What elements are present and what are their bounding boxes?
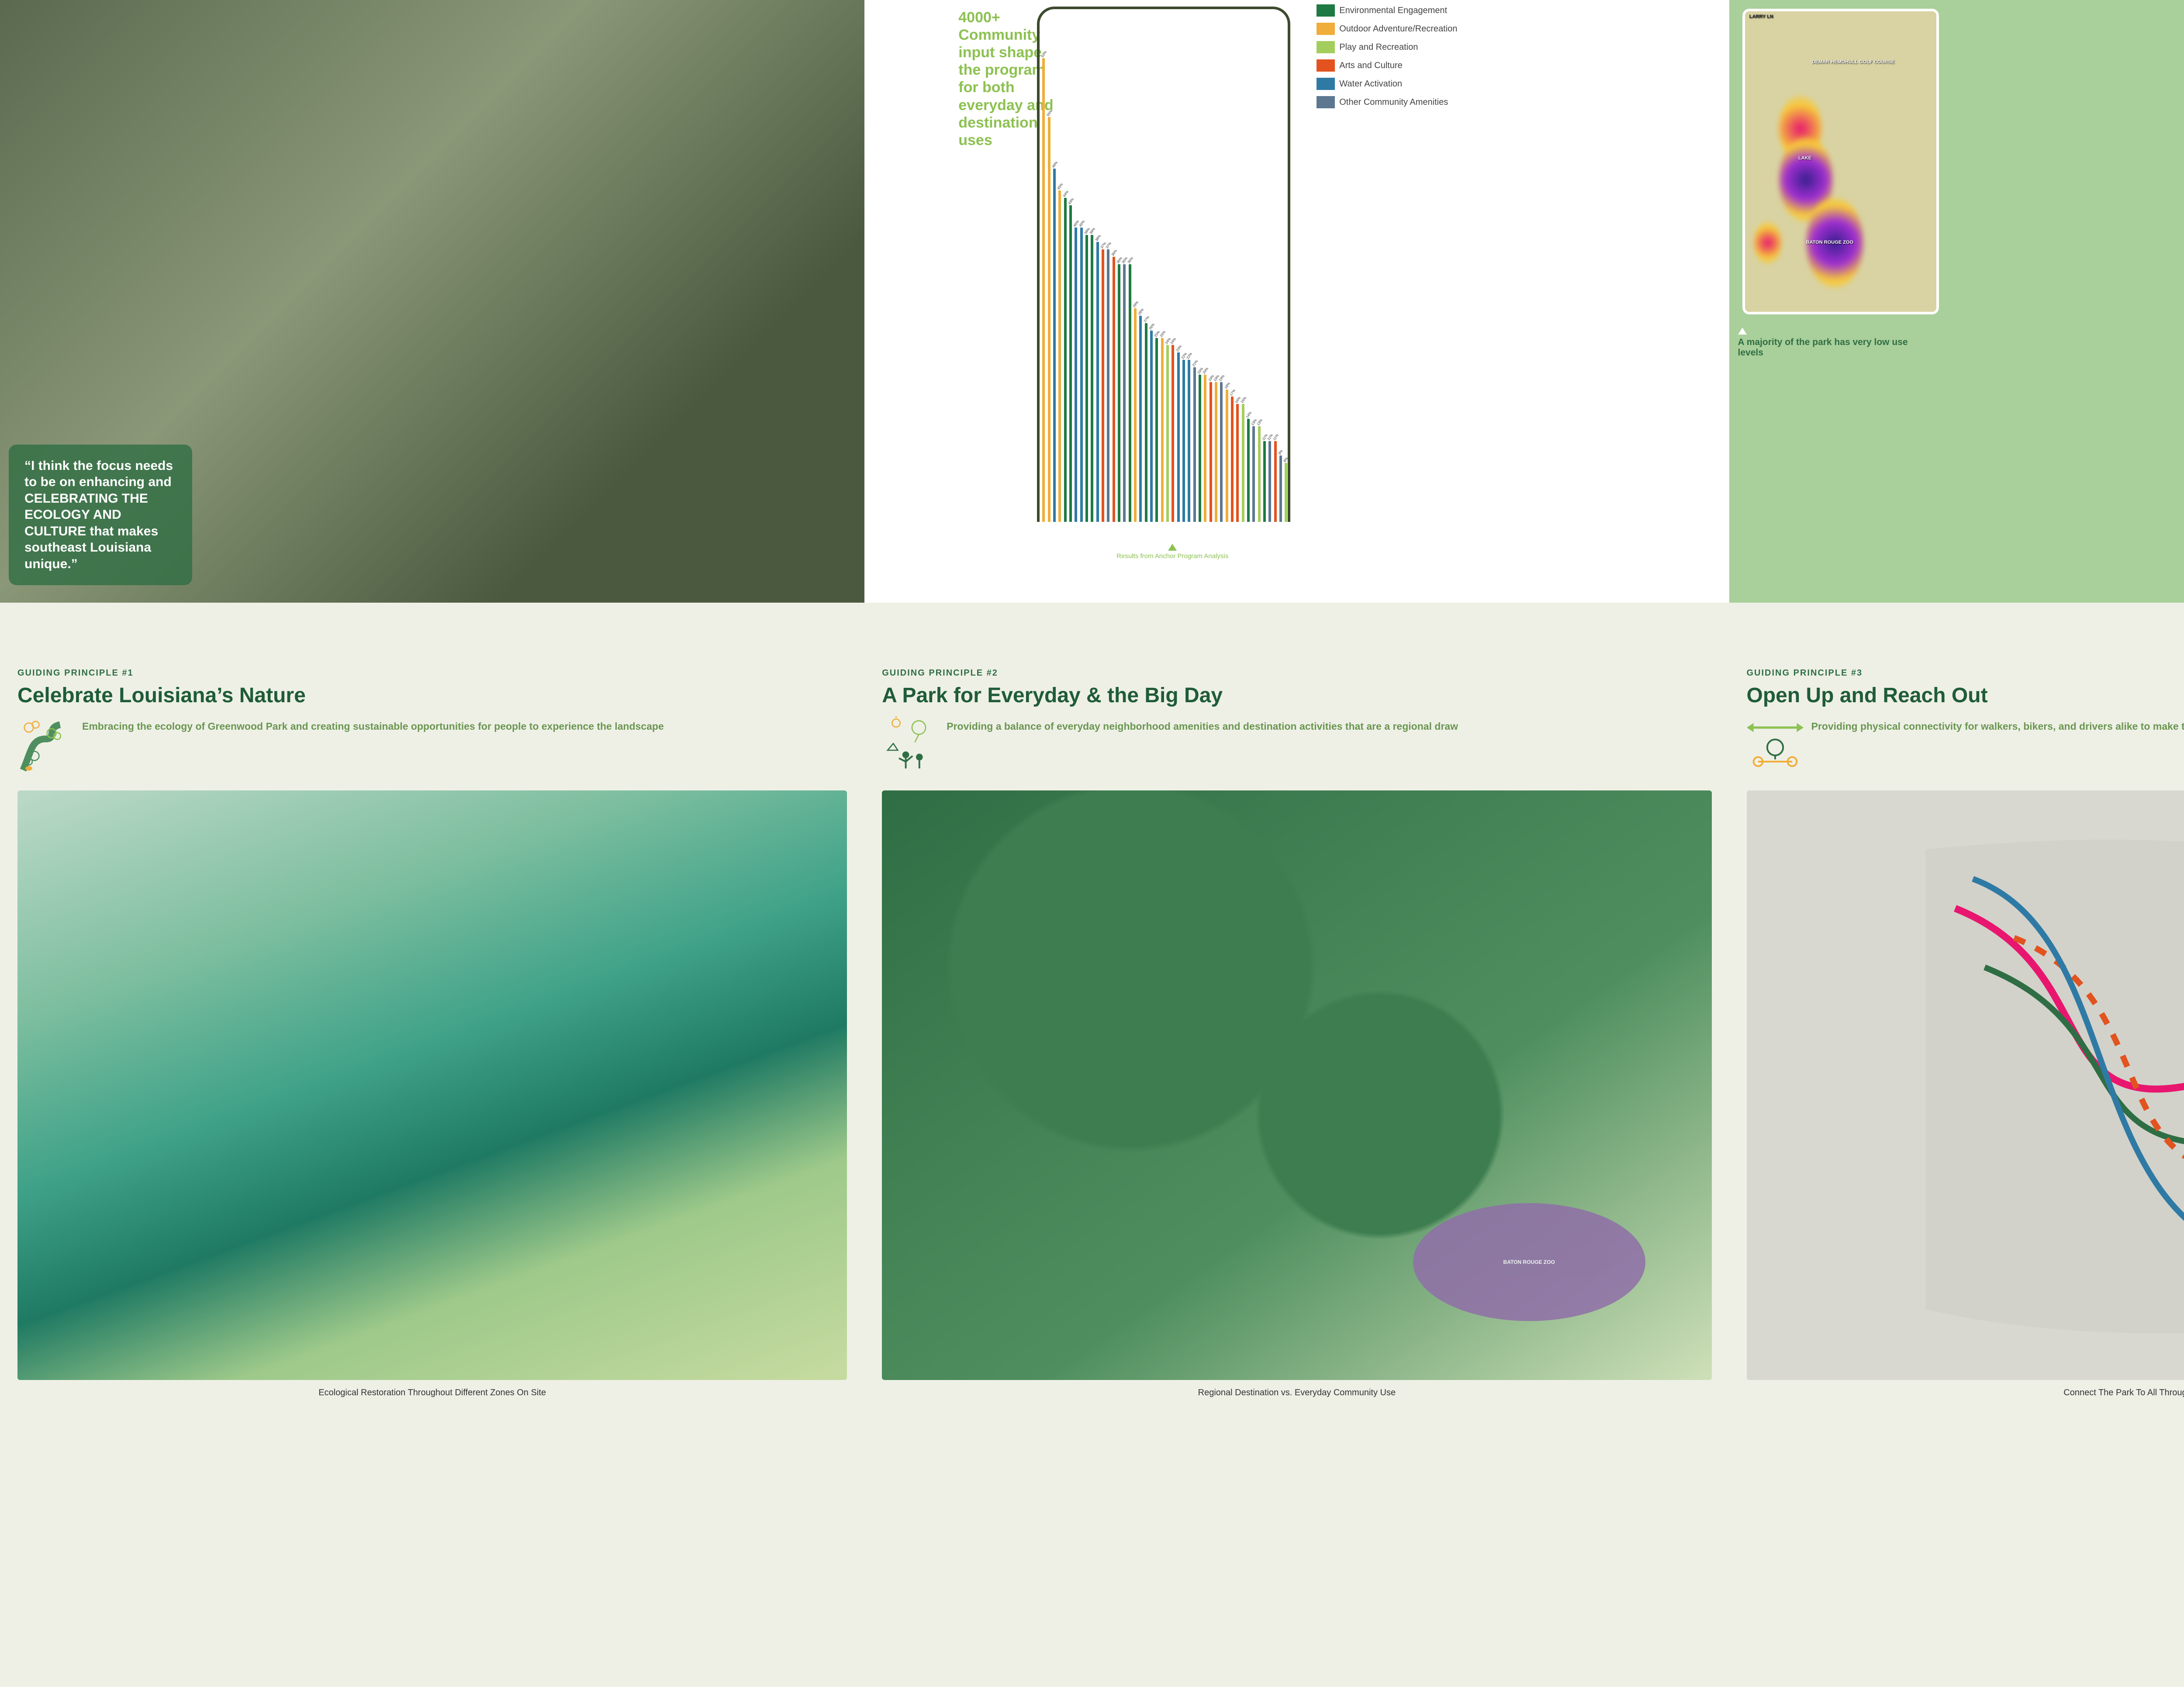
triangle-icon <box>1168 544 1177 551</box>
legend-item-1: Outdoor Adventure/Recreation <box>1317 23 1474 35</box>
guiding-principle-card-1: GUIDING PRINCIPLE #1 Celebrate Louisiana… <box>0 668 864 1687</box>
chart-bar-5: 43% <box>1068 7 1073 522</box>
chart-bar-34: 18% <box>1224 7 1229 522</box>
guiding-principle-card-2: GUIDING PRINCIPLE #2 A Park for Everyday… <box>864 668 1729 1687</box>
chart-bar-1: 55% <box>1047 7 1051 522</box>
legend-item-2: Play and Recreation <box>1317 41 1474 53</box>
map3-visual <box>1747 790 2184 1380</box>
chart-bar-9: 39% <box>1090 7 1094 522</box>
chart-bar-44: 9% <box>1279 7 1283 522</box>
legend-item-5: Other Community Amenities <box>1317 96 1474 108</box>
chart-bar-16: 35% <box>1128 7 1132 522</box>
icon-open-up-reach-out <box>1747 716 1804 773</box>
guiding-principles-section: GUIDING PRINCIPLE #1 Celebrate Louisiana… <box>0 603 2184 1687</box>
chart-bar-6: 40% <box>1074 7 1078 522</box>
chart-bar-33: 19% <box>1219 7 1223 522</box>
chart-bar-30: 20% <box>1203 7 1207 522</box>
chart-bar-40: 13% <box>1257 7 1261 522</box>
chart-bar-21: 25% <box>1154 7 1159 522</box>
chart-bar-7: 40% <box>1079 7 1084 522</box>
heatmap-basemap: LARRY LN DEMAR HEMOHULL GOLF COURSE LAKE… <box>1745 11 1936 312</box>
chart-bar-43: 11% <box>1273 7 1277 522</box>
chart-bar-27: 22% <box>1187 7 1191 522</box>
map2-visual: BATON ROUGE ZOO <box>882 790 1711 1380</box>
map-regional-destination[interactable]: BATON ROUGE ZOO <box>882 790 1711 1380</box>
map-ecological-zones[interactable] <box>17 790 847 1380</box>
chart-bar-25: 23% <box>1176 7 1180 522</box>
panel-heatmap-use-levels: LARRY LN DEMAR HEMOHULL GOLF COURSE LAKE… <box>1729 0 2184 603</box>
chart-bar-3: 45% <box>1057 7 1062 522</box>
chart-bar-24: 24% <box>1171 7 1175 522</box>
chart-bar-12: 37% <box>1106 7 1110 522</box>
panel-chart-community-input: 4000+ Community input shape the program … <box>864 0 1729 603</box>
chart-bar-14: 35% <box>1117 7 1121 522</box>
chart-bar-18: 28% <box>1138 7 1143 522</box>
chart-bars-container: 63% 55% 48% 45% 44% 43% 40% 40% 39% 39% 38% 37% 37% 3… <box>1041 7 1288 522</box>
chart-bar-11: 37% <box>1101 7 1105 522</box>
chart-bar-28: 21% <box>1192 7 1196 522</box>
chart-bar-35: 17% <box>1230 7 1234 522</box>
legend-item-3: Arts and Culture <box>1317 59 1474 72</box>
map-connect-park-speeds[interactable] <box>1747 790 2184 1380</box>
chart-bar-38: 14% <box>1246 7 1251 522</box>
chart-bar-23: 24% <box>1165 7 1170 522</box>
heat-hotspot-small1 <box>1754 222 1781 264</box>
chart-bar-29: 20% <box>1198 7 1202 522</box>
chart-bar-41: 11% <box>1262 7 1267 522</box>
chart-bar-8: 39% <box>1085 7 1089 522</box>
bar-chart: 63% 55% 48% 45% 44% 43% 40% 40% 39% 39% 38% 37% 37% 3… <box>1037 7 1308 552</box>
chart-caption: Results from Anchor Program Analysis <box>1037 544 1308 560</box>
low-use-callout: A majority of the park has very low use … <box>1738 328 1921 358</box>
legend-item-0: Environmental Engagement <box>1317 4 1474 17</box>
quote-box-panel1: “I think the focus needs to be on enhanc… <box>9 445 192 586</box>
chart-bar-4: 44% <box>1063 7 1068 522</box>
icon-everyday-and-big-day <box>882 716 939 773</box>
chart-bar-2: 48% <box>1052 7 1057 522</box>
chart-bar-45: 8% <box>1284 7 1288 522</box>
park-use-heatmap: LARRY LN DEMAR HEMOHULL GOLF COURSE LAKE… <box>1742 9 1939 314</box>
chart-bar-15: 35% <box>1122 7 1127 522</box>
chart-bar-17: 29% <box>1133 7 1137 522</box>
chart-bar-0: 63% <box>1041 7 1046 522</box>
icon-ecology-river <box>17 716 74 773</box>
chart-bar-42: 11% <box>1268 7 1272 522</box>
panel-photo-celebrate: “I think the focus needs to be on enhanc… <box>0 0 864 603</box>
chart-bar-19: 27% <box>1144 7 1148 522</box>
triangle-icon <box>1738 328 1747 335</box>
guiding-principle-card-3: GUIDING PRINCIPLE #3 Open Up and Reach O… <box>1729 668 2184 1687</box>
chart-bar-20: 26% <box>1149 7 1154 522</box>
top-photo-strip: “I think the focus needs to be on enhanc… <box>0 0 2184 603</box>
chart-bar-37: 16% <box>1241 7 1245 522</box>
map1-visual <box>17 790 847 1380</box>
chart-bar-13: 36% <box>1112 7 1116 522</box>
chart-bar-26: 22% <box>1182 7 1186 522</box>
chart-bar-31: 19% <box>1208 7 1213 522</box>
chart-bar-10: 38% <box>1095 7 1100 522</box>
chart-legend: Environmental Engagement Outdoor Adventur… <box>1317 4 1474 114</box>
chart-bar-22: 25% <box>1160 7 1164 522</box>
chart-bar-39: 13% <box>1251 7 1256 522</box>
legend-item-4: Water Activation <box>1317 78 1474 90</box>
chart-bar-36: 16% <box>1235 7 1240 522</box>
zoo-marker[interactable]: BATON ROUGE ZOO <box>1413 1203 1645 1321</box>
chart-bar-32: 19% <box>1214 7 1218 522</box>
